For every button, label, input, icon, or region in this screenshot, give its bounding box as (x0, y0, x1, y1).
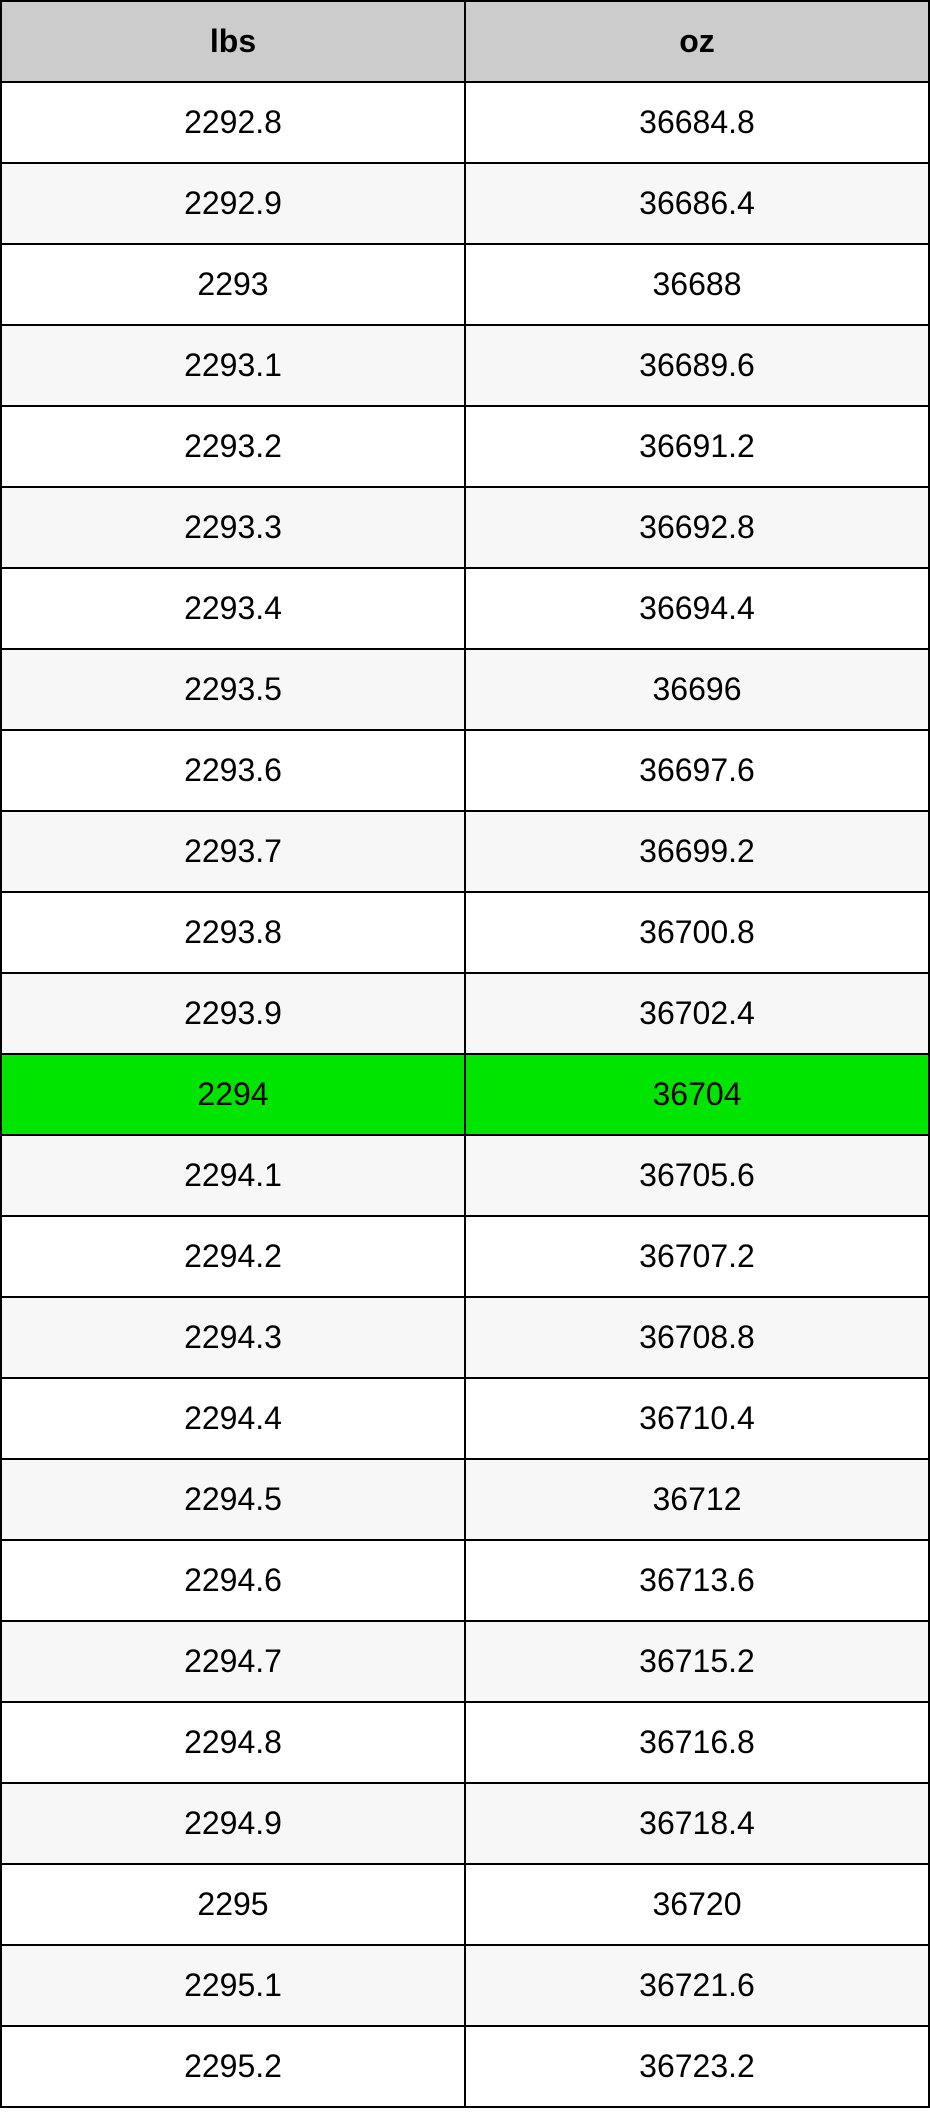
table-row: 2295.136721.6 (1, 1945, 929, 2026)
table-row: 2293.936702.4 (1, 973, 929, 1054)
cell-oz: 36686.4 (465, 163, 929, 244)
cell-lbs: 2295.2 (1, 2026, 465, 2107)
cell-oz: 36708.8 (465, 1297, 929, 1378)
cell-oz: 36704 (465, 1054, 929, 1135)
cell-oz: 36712 (465, 1459, 929, 1540)
table-row: 2294.836716.8 (1, 1702, 929, 1783)
cell-oz: 36697.6 (465, 730, 929, 811)
cell-lbs: 2295 (1, 1864, 465, 1945)
cell-oz: 36710.4 (465, 1378, 929, 1459)
cell-lbs: 2293.2 (1, 406, 465, 487)
table-row: 2293.336692.8 (1, 487, 929, 568)
header-row: lbs oz (1, 1, 929, 82)
table-row: 2293.736699.2 (1, 811, 929, 892)
cell-oz: 36688 (465, 244, 929, 325)
cell-oz: 36723.2 (465, 2026, 929, 2107)
cell-oz: 36689.6 (465, 325, 929, 406)
cell-lbs: 2293.1 (1, 325, 465, 406)
table-row: 2292.836684.8 (1, 82, 929, 163)
table-row: 2294.336708.8 (1, 1297, 929, 1378)
cell-lbs: 2294.2 (1, 1216, 465, 1297)
cell-oz: 36716.8 (465, 1702, 929, 1783)
cell-lbs: 2294.7 (1, 1621, 465, 1702)
cell-lbs: 2293.6 (1, 730, 465, 811)
table-row: 2294.136705.6 (1, 1135, 929, 1216)
table-row: 2293.136689.6 (1, 325, 929, 406)
cell-lbs: 2293.5 (1, 649, 465, 730)
cell-lbs: 2294.3 (1, 1297, 465, 1378)
table-row: 2293.236691.2 (1, 406, 929, 487)
column-header-lbs: lbs (1, 1, 465, 82)
conversion-table: lbs oz 2292.836684.82292.936686.42293366… (0, 0, 930, 2108)
cell-oz: 36700.8 (465, 892, 929, 973)
table-row: 2295.236723.2 (1, 2026, 929, 2107)
table-row: 2294.936718.4 (1, 1783, 929, 1864)
table-row: 2294.436710.4 (1, 1378, 929, 1459)
cell-lbs: 2294.8 (1, 1702, 465, 1783)
cell-lbs: 2294.4 (1, 1378, 465, 1459)
cell-oz: 36718.4 (465, 1783, 929, 1864)
table-row: 2293.636697.6 (1, 730, 929, 811)
cell-lbs: 2293.8 (1, 892, 465, 973)
table-row: 2294.736715.2 (1, 1621, 929, 1702)
table-row: 2294.636713.6 (1, 1540, 929, 1621)
cell-oz: 36702.4 (465, 973, 929, 1054)
table-header: lbs oz (1, 1, 929, 82)
cell-oz: 36699.2 (465, 811, 929, 892)
cell-oz: 36694.4 (465, 568, 929, 649)
cell-lbs: 2294.9 (1, 1783, 465, 1864)
cell-oz: 36696 (465, 649, 929, 730)
cell-lbs: 2294.1 (1, 1135, 465, 1216)
cell-oz: 36721.6 (465, 1945, 929, 2026)
cell-lbs: 2293 (1, 244, 465, 325)
cell-lbs: 2294 (1, 1054, 465, 1135)
cell-oz: 36684.8 (465, 82, 929, 163)
table-row: 2293.536696 (1, 649, 929, 730)
table-row: 2292.936686.4 (1, 163, 929, 244)
cell-oz: 36705.6 (465, 1135, 929, 1216)
table-row: 2293.436694.4 (1, 568, 929, 649)
cell-lbs: 2292.9 (1, 163, 465, 244)
cell-oz: 36713.6 (465, 1540, 929, 1621)
column-header-oz: oz (465, 1, 929, 82)
cell-lbs: 2295.1 (1, 1945, 465, 2026)
table-row: 229436704 (1, 1054, 929, 1135)
table-row: 229336688 (1, 244, 929, 325)
cell-oz: 36715.2 (465, 1621, 929, 1702)
table-row: 229536720 (1, 1864, 929, 1945)
table-row: 2293.836700.8 (1, 892, 929, 973)
cell-lbs: 2292.8 (1, 82, 465, 163)
cell-oz: 36692.8 (465, 487, 929, 568)
cell-oz: 36720 (465, 1864, 929, 1945)
cell-lbs: 2294.5 (1, 1459, 465, 1540)
cell-lbs: 2294.6 (1, 1540, 465, 1621)
cell-lbs: 2293.9 (1, 973, 465, 1054)
table-row: 2294.236707.2 (1, 1216, 929, 1297)
cell-oz: 36707.2 (465, 1216, 929, 1297)
cell-lbs: 2293.7 (1, 811, 465, 892)
table-body: 2292.836684.82292.936686.42293366882293.… (1, 82, 929, 2107)
cell-oz: 36691.2 (465, 406, 929, 487)
cell-lbs: 2293.4 (1, 568, 465, 649)
table-row: 2294.536712 (1, 1459, 929, 1540)
cell-lbs: 2293.3 (1, 487, 465, 568)
